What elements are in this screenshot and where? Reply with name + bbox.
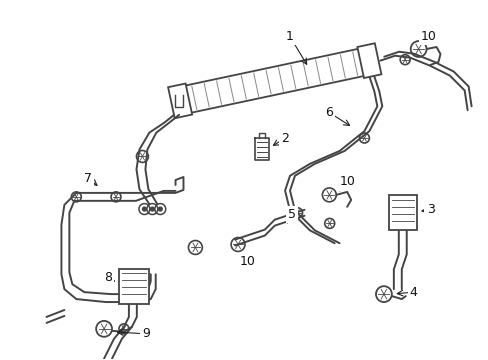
Text: 10: 10 [240, 255, 255, 268]
Text: 4: 4 [409, 285, 417, 299]
Text: 7: 7 [84, 171, 92, 185]
Polygon shape [357, 43, 381, 78]
Bar [119, 269, 148, 304]
Polygon shape [168, 84, 192, 118]
Text: 9: 9 [142, 327, 149, 340]
Text: 10: 10 [339, 175, 354, 189]
Polygon shape [177, 47, 371, 114]
Text: 6: 6 [325, 106, 333, 119]
Text: 10: 10 [420, 30, 436, 42]
Text: 2: 2 [280, 132, 288, 145]
Text: 1: 1 [285, 30, 293, 42]
Circle shape [150, 207, 154, 211]
Circle shape [158, 207, 162, 211]
Bar [388, 195, 416, 230]
Text: 3: 3 [426, 203, 434, 216]
Text: 5: 5 [287, 208, 295, 221]
Text: 8: 8 [104, 271, 112, 284]
Circle shape [142, 207, 146, 211]
